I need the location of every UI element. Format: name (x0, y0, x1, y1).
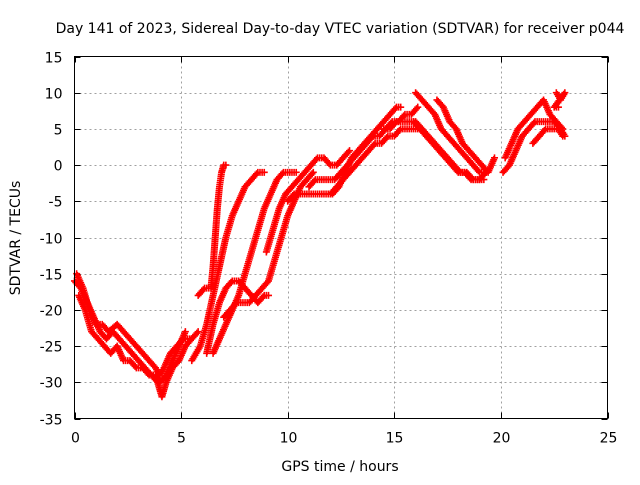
x-tick-label: 25 (600, 431, 618, 447)
data-series-track-n (412, 89, 490, 176)
data-point-marker (227, 278, 235, 286)
data-point-marker (199, 286, 207, 294)
data-point-marker (292, 168, 300, 176)
axis-ticks: 0 5 10 15 20 25 -35 -30 -25 -20 -15 -10 -5 0 5 10 15 (40, 51, 618, 447)
data-point-marker (231, 300, 239, 308)
data-point-marker (368, 134, 376, 142)
data-point-marker (265, 291, 273, 299)
data-point-marker (466, 174, 474, 182)
data-point-marker (312, 155, 320, 163)
y-tick-label: -25 (40, 340, 63, 356)
data-point-marker (414, 103, 422, 111)
data-point-marker (181, 328, 189, 336)
x-tick-label: 15 (386, 431, 404, 447)
data-point-marker (383, 134, 391, 142)
data-point-marker (397, 103, 405, 111)
data-series-track-e (188, 168, 268, 365)
x-tick-label: 5 (177, 431, 186, 447)
data-point-marker (530, 119, 538, 127)
data-series-track-o (433, 96, 499, 176)
x-tick-label: 0 (71, 431, 80, 447)
data-series-track-b (73, 270, 194, 379)
data-point-marker (193, 329, 201, 337)
data-point-marker (540, 126, 548, 134)
data-series-track-t (550, 89, 569, 111)
data-series-track-l (326, 125, 424, 198)
data-point-marker (474, 167, 482, 175)
y-tick-label: 10 (45, 87, 63, 103)
data-point-marker (278, 170, 286, 178)
data-point-marker (395, 126, 403, 134)
y-tick-label: 5 (54, 123, 63, 139)
data-point-marker (346, 147, 354, 155)
data-point-marker (391, 119, 399, 127)
x-tick-label: 10 (280, 431, 298, 447)
data-point-marker (491, 154, 499, 162)
data-series-track-q (501, 96, 567, 162)
data-point-marker (559, 132, 567, 140)
data-point-marker (222, 161, 230, 169)
y-axis-label: SDTVAR / TECUs (8, 181, 24, 296)
data-point-marker (260, 168, 268, 176)
y-tick-label: -30 (40, 376, 63, 392)
data-series-track-i (262, 147, 354, 256)
y-tick-label: -35 (40, 413, 63, 429)
data-point-marker (344, 148, 352, 156)
data-point-marker (325, 160, 333, 168)
data-point-marker (412, 105, 420, 113)
data-point-marker (391, 105, 399, 113)
data-point-marker (289, 192, 297, 200)
data-point-marker (144, 370, 152, 378)
data-point-marker (194, 328, 202, 336)
y-tick-label: -15 (40, 268, 63, 284)
data-series-track-s (529, 125, 567, 147)
y-tick-label: 15 (45, 51, 63, 67)
data-series-track-r (499, 118, 569, 176)
y-tick-label: -20 (40, 304, 63, 320)
data-series-track-d (194, 161, 230, 299)
y-tick-label: -5 (49, 195, 63, 211)
data-series-track-p (409, 118, 488, 184)
data-point-marker (310, 177, 318, 185)
data-point-marker (259, 293, 267, 301)
plot-frame (74, 56, 608, 419)
data-series-track-k (305, 103, 422, 191)
y-tick-label: 0 (54, 159, 63, 175)
chart-title: Day 141 of 2023, Sidereal Day-to-day VTE… (56, 21, 625, 37)
data-point-marker (370, 141, 378, 149)
y-tick-label: -10 (40, 232, 63, 248)
data-point-marker (308, 170, 316, 178)
data-point-marker (253, 170, 261, 178)
x-axis-label: GPS time / hours (281, 459, 398, 475)
data-point-marker (309, 168, 317, 176)
grid-lines (74, 56, 608, 419)
data-point-marker (554, 103, 562, 111)
x-tick-label: 20 (493, 431, 511, 447)
data-point-marker (131, 362, 139, 370)
data-point-marker (453, 167, 461, 175)
data-series-track-c (75, 291, 189, 386)
data-point-marker (480, 176, 488, 184)
data-point-marker (186, 335, 194, 343)
data-series-track-m (380, 118, 490, 184)
data-point-marker (400, 112, 408, 120)
data-points (71, 89, 569, 401)
